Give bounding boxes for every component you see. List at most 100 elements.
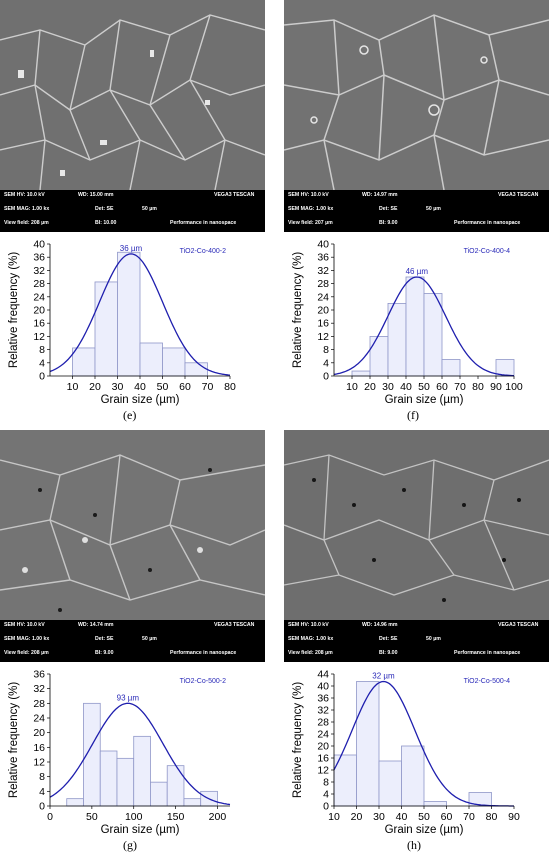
- sem-micrograph: [0, 430, 265, 620]
- y-tick-label: 4: [323, 789, 329, 801]
- sem-scale: 50 µm: [142, 206, 157, 212]
- y-tick-label: 0: [39, 371, 45, 383]
- x-tick-label: 80: [224, 381, 236, 393]
- sem-det: Det: SE: [95, 636, 114, 642]
- x-axis-label: Grain size (µm): [101, 824, 180, 836]
- sem-field: View field: 208 µm: [4, 650, 49, 656]
- sem-perf: Performance in nanospace: [170, 650, 237, 656]
- y-tick-label: 0: [323, 371, 329, 383]
- sem-info-bar: SEM HV: 10.0 kV WD: 14.96 mm VEGA3 TESCA…: [284, 620, 549, 662]
- x-axis-label: Grain size (µm): [385, 394, 464, 406]
- y-tick-label: 40: [317, 681, 329, 693]
- sem-info-bar: SEM HV: 10.0 kV WD: 15.00 mm VEGA3 TESCA…: [0, 190, 265, 232]
- y-axis-label: Relative frequency (%): [292, 682, 304, 798]
- y-tick-label: 44: [317, 669, 329, 681]
- x-tick-label: 50: [418, 381, 430, 393]
- y-tick-label: 4: [39, 357, 45, 369]
- sem-mag: SEM MAG: 1.00 kx: [288, 636, 334, 642]
- sample-title: TiO2-Co-400-2: [180, 248, 227, 255]
- histogram-bar: [378, 760, 402, 807]
- sem-field: View field: 208 µm: [4, 220, 49, 226]
- sem-perf: Performance in nanospace: [454, 220, 521, 226]
- histogram-bar: [166, 765, 185, 807]
- histogram-bar: [401, 745, 425, 807]
- sem-brand: VEGA3 TESCAN: [498, 192, 539, 198]
- x-tick-label: 100: [505, 381, 523, 393]
- histogram-bar: [150, 781, 168, 807]
- sem-micrograph: [284, 430, 549, 620]
- y-tick-label: 0: [39, 801, 45, 813]
- x-tick-label: 200: [209, 811, 227, 823]
- histogram-bar: [99, 750, 118, 807]
- sem-scale: 50 µm: [426, 636, 441, 642]
- sem-image-f: SEM HV: 10.0 kV WD: 14.97 mm VEGA3 TESCA…: [284, 0, 549, 232]
- sem-perf: Performance in nanospace: [454, 650, 521, 656]
- sem-hv: SEM HV: 10.0 kV: [4, 622, 45, 628]
- x-tick-label: 50: [418, 811, 430, 823]
- y-tick-label: 24: [33, 291, 45, 303]
- y-tick-label: 20: [33, 727, 45, 739]
- x-tick-label: 80: [486, 811, 498, 823]
- y-tick-label: 40: [33, 239, 45, 251]
- x-tick-label: 80: [472, 381, 484, 393]
- y-tick-label: 0: [323, 801, 329, 813]
- histogram-bar: [184, 362, 208, 377]
- histogram-svg: 0 4 8 12 16 20 24 28 32 36 0 50 100 150 200 Grain size …: [8, 669, 231, 836]
- sample-title: TiO2-Co-500-2: [180, 678, 227, 685]
- peak-label: 93 µm: [117, 693, 140, 702]
- histogram-bar: [356, 681, 380, 807]
- histogram-bar: [441, 359, 461, 377]
- sem-perf: Performance in nanospace: [170, 220, 237, 226]
- sem-image-g: SEM HV: 10.0 kV WD: 14.74 mm VEGA3 TESCA…: [0, 430, 265, 662]
- sem-mag: SEM MAG: 1.00 kx: [288, 206, 334, 212]
- y-tick-label: 28: [317, 717, 329, 729]
- sem-image-e: SEM HV: 10.0 kV WD: 15.00 mm VEGA3 TESCA…: [0, 0, 265, 232]
- x-tick-label: 40: [396, 811, 408, 823]
- panel-label-g: (g): [123, 838, 137, 852]
- histogram-bar: [351, 370, 371, 377]
- x-tick-label: 20: [89, 381, 101, 393]
- histogram-f: 0 4 8 12 16 20 24 28 32 36 40 10 20 30 40 50 60 70 80 90 100…: [284, 238, 549, 408]
- x-tick-label: 150: [167, 811, 185, 823]
- y-tick-label: 40: [317, 239, 329, 251]
- histogram-bar: [117, 251, 141, 377]
- y-tick-label: 28: [33, 278, 45, 290]
- histogram-bar: [162, 347, 186, 377]
- sem-bi: BI: 10.00: [95, 220, 117, 226]
- y-tick-label: 24: [317, 729, 329, 741]
- x-tick-label: 50: [86, 811, 98, 823]
- x-tick-label: 60: [441, 811, 453, 823]
- sem-scale: 50 µm: [426, 206, 441, 212]
- histogram-bar: [423, 293, 443, 377]
- x-tick-label: 60: [179, 381, 191, 393]
- histogram-bar: [94, 281, 118, 377]
- histogram-e: 0 4 8 12 16 20 24 28 32 36 40 10 20 30 40 50 60 70 80 Grain…: [0, 238, 265, 408]
- y-tick-label: 20: [33, 305, 45, 317]
- x-tick-label: 90: [490, 381, 502, 393]
- x-tick-label: 40: [400, 381, 412, 393]
- y-tick-label: 36: [317, 252, 329, 264]
- x-tick-label: 90: [508, 811, 520, 823]
- y-axis-label: Relative frequency (%): [8, 252, 20, 368]
- x-tick-label: 40: [134, 381, 146, 393]
- x-tick-label: 50: [157, 381, 169, 393]
- normal-fit-curve: [49, 702, 231, 806]
- y-tick-label: 28: [317, 278, 329, 290]
- sem-brand: VEGA3 TESCAN: [214, 192, 255, 198]
- y-tick-label: 36: [33, 252, 45, 264]
- y-tick-label: 16: [33, 318, 45, 330]
- sample-title: TiO2-Co-500-4: [464, 678, 511, 685]
- normal-fit-curve: [49, 253, 231, 376]
- histogram-bar: [72, 347, 96, 377]
- sem-info-bar: SEM HV: 10.0 kV WD: 14.97 mm VEGA3 TESCA…: [284, 190, 549, 232]
- y-tick-label: 32: [317, 265, 329, 277]
- peak-label: 46 µm: [406, 267, 429, 276]
- histogram-g: 0 4 8 12 16 20 24 28 32 36 0 50 100 150 200 Grain size …: [0, 668, 265, 838]
- x-tick-label: 30: [382, 381, 394, 393]
- x-tick-label: 60: [436, 381, 448, 393]
- sem-bi: BI: 9.00: [379, 220, 398, 226]
- sem-wd: WD: 14.74 mm: [78, 622, 114, 628]
- histogram-bar: [423, 801, 447, 807]
- x-tick-label: 30: [112, 381, 124, 393]
